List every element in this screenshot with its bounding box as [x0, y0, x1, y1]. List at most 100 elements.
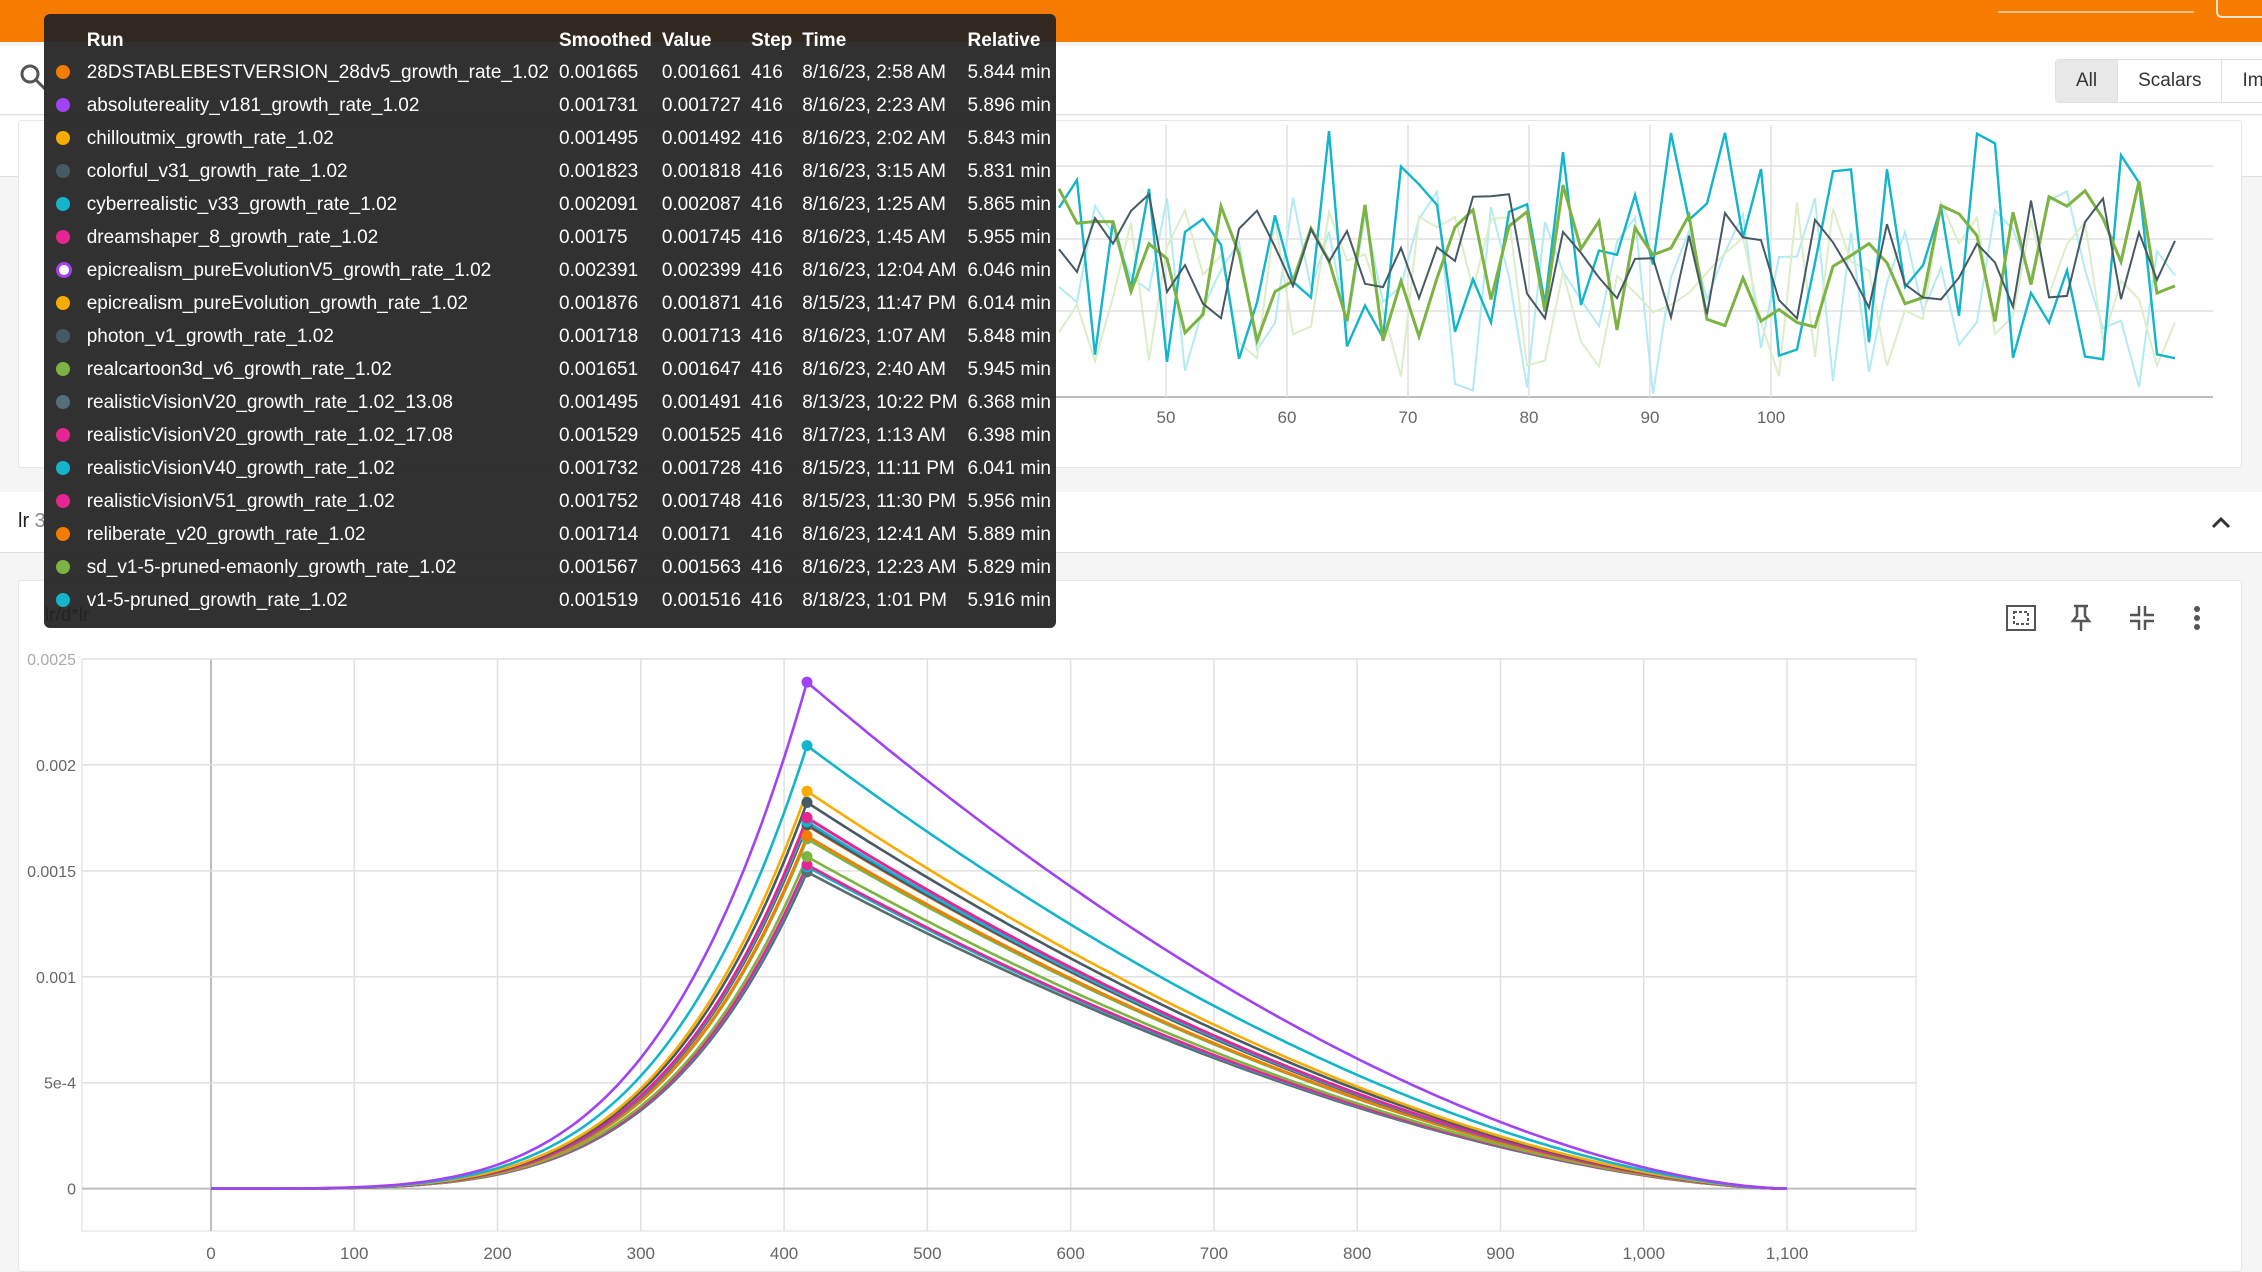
- tooltip-cell-time: 8/16/23, 1:07 AM: [802, 325, 946, 347]
- tooltip-cell-step: 416: [751, 259, 783, 281]
- run-color-swatch: [56, 197, 70, 212]
- tooltip-swatch-cell: [44, 122, 82, 155]
- x-tick-label: 1,100: [1766, 1244, 1809, 1263]
- series-point: [801, 676, 813, 688]
- x-tick-label: 700: [1200, 1244, 1228, 1263]
- tooltip-cell-value: 0.001818: [661, 160, 742, 182]
- tooltip-cell-smoothed: 0.001731: [558, 94, 639, 116]
- type-toggle-scalars[interactable]: Scalars: [2118, 60, 2223, 102]
- run-color-swatch: [56, 296, 70, 311]
- tooltip-swatch-cell: [44, 56, 82, 89]
- tooltip-row: realisticVisionV40_growth_rate_1.02 0.001…: [44, 452, 1056, 485]
- tooltip-cell-step: 416: [751, 358, 783, 380]
- group-title-lr: lr 3: [18, 510, 46, 532]
- type-toggle-images[interactable]: Imag: [2222, 60, 2262, 102]
- tooltip-cell-step: 416: [751, 226, 783, 248]
- tooltip-cell-step: 416: [751, 160, 783, 182]
- tooltip-cell-time: 8/16/23, 12:04 AM: [802, 259, 957, 281]
- more-vert-icon[interactable]: [2187, 603, 2207, 638]
- x-tick-label: 400: [770, 1244, 798, 1263]
- tooltip-row: cyberrealistic_v33_growth_rate_1.02 0.002…: [44, 188, 1056, 221]
- tooltip-cell-smoothed: 0.001495: [558, 391, 639, 413]
- run-color-swatch: [56, 131, 70, 146]
- tooltip-swatch-cell: [44, 386, 82, 419]
- tooltip-cell-value: 0.001713: [661, 325, 742, 347]
- tooltip-row: dreamshaper_8_growth_rate_1.02 0.00175 0.0…: [44, 221, 1056, 254]
- tooltip-cell-time: 8/15/23, 11:30 PM: [802, 490, 957, 512]
- tooltip-swatch-cell: [44, 287, 82, 320]
- tooltip-cell-value: 0.001525: [661, 424, 742, 446]
- tooltip-cell-run: chilloutmix_growth_rate_1.02: [86, 127, 334, 149]
- tooltip-row: realisticVisionV51_growth_rate_1.02 0.001…: [44, 485, 1056, 518]
- tooltip-cell-value: 0.001727: [661, 94, 742, 116]
- tooltip-cell-step: 416: [751, 490, 783, 512]
- tooltip-swatch-cell: [44, 518, 82, 551]
- tooltip-cell-relative: 5.843 min: [967, 127, 1051, 149]
- fit-domain-icon[interactable]: [2005, 603, 2037, 638]
- search-icon[interactable]: [18, 62, 48, 97]
- tooltip-swatch-cell: [44, 353, 82, 386]
- y-tick-label: 0: [67, 1182, 76, 1199]
- tooltip-cell-relative: 5.889 min: [967, 523, 1051, 545]
- tooltip-cell-smoothed: 0.001495: [558, 127, 639, 149]
- tooltip-cell-relative: 5.829 min: [967, 556, 1051, 578]
- tooltip-cell-smoothed: 0.002391: [558, 259, 639, 281]
- tooltip-header-row: Run Smoothed Value Step Time Relative: [44, 26, 1056, 56]
- tooltip-cell-value: 0.001745: [661, 226, 742, 248]
- tooltip-cell-time: 8/16/23, 2:58 AM: [802, 61, 946, 83]
- series-point: [801, 811, 813, 823]
- type-toggle-all[interactable]: All: [2056, 60, 2119, 102]
- pin-icon[interactable]: [2067, 603, 2095, 638]
- run-color-swatch: [56, 593, 70, 608]
- tooltip-cell-run: dreamshaper_8_growth_rate_1.02: [86, 226, 379, 248]
- run-color-swatch: [56, 494, 70, 509]
- tooltip-header-run: Run: [86, 30, 124, 51]
- tooltip-cell-value: 0.001871: [661, 292, 742, 314]
- tooltip-cell-value: 0.001516: [661, 589, 742, 611]
- tooltip-cell-smoothed: 0.001665: [558, 61, 639, 83]
- run-color-swatch: [56, 230, 70, 245]
- chevron-up-icon[interactable]: [2208, 510, 2234, 541]
- x-tick-label: 500: [913, 1244, 941, 1263]
- tooltip-swatch-cell: [44, 89, 82, 122]
- x-tick-label: 300: [627, 1244, 655, 1263]
- header-action-button[interactable]: [2216, 0, 2262, 18]
- loss-chart[interactable]: 50 60 70 80 90 100: [19, 121, 2241, 467]
- tooltip-swatch-cell: [44, 485, 82, 518]
- tooltip-cell-smoothed: 0.001651: [558, 358, 639, 380]
- tooltip-cell-relative: 6.368 min: [967, 391, 1051, 413]
- tooltip-cell-value: 0.001492: [661, 127, 742, 149]
- collapse-card-icon[interactable]: [2127, 603, 2157, 638]
- tooltip-row: v1-5-pruned_growth_rate_1.02 0.001519 0.00…: [44, 584, 1056, 617]
- tooltip-cell-time: 8/13/23, 10:22 PM: [802, 391, 958, 413]
- loss-x-tick-label: 80: [1520, 408, 1539, 427]
- tooltip-cell-run: realisticVisionV51_growth_rate_1.02: [86, 490, 395, 512]
- loss-x-tick-label: 90: [1641, 408, 1660, 427]
- tooltip-cell-step: 416: [751, 589, 783, 611]
- tooltip-cell-value: 0.00171: [661, 523, 731, 545]
- series-point: [801, 859, 813, 871]
- tooltip-cell-smoothed: 0.00175: [558, 226, 628, 248]
- tooltip-cell-time: 8/15/23, 11:47 PM: [802, 292, 957, 314]
- tooltip-cell-relative: 5.844 min: [967, 61, 1051, 83]
- tooltip-cell-value: 0.001748: [661, 490, 742, 512]
- tooltip-swatch-cell: [44, 452, 82, 485]
- y-tick-label: 0.0015: [27, 864, 76, 881]
- run-color-swatch: [56, 362, 70, 377]
- lr-chart[interactable]: 0 100 200 300 400 500 600 700 800 900 1,000 1,100 0 5…: [19, 581, 2241, 1271]
- loss-x-tick-label: 50: [1157, 408, 1176, 427]
- tooltip-swatch-cell: [44, 320, 82, 353]
- header-search-underline[interactable]: [1998, 11, 2194, 13]
- y-tick-label: 0.002: [36, 758, 76, 775]
- tooltip-row: reliberate_v20_growth_rate_1.02 0.001714 0…: [44, 518, 1056, 551]
- tooltip-cell-relative: 6.398 min: [967, 424, 1051, 446]
- tooltip-cell-run: v1-5-pruned_growth_rate_1.02: [86, 589, 348, 611]
- tooltip-cell-run: 28DSTABLEBESTVERSION_28dv5_growth_rate_1…: [86, 61, 549, 83]
- loss-x-tick-label: 100: [1757, 408, 1785, 427]
- tooltip-swatch-cell: [44, 188, 82, 221]
- tooltip-cell-value: 0.002399: [661, 259, 742, 281]
- tooltip-cell-run: realcartoon3d_v6_growth_rate_1.02: [86, 358, 392, 380]
- plugin-type-toggle: All Scalars Imag: [2055, 59, 2262, 103]
- tooltip-cell-time: 8/17/23, 1:13 AM: [802, 424, 946, 446]
- tooltip-cell-value: 0.001563: [661, 556, 742, 578]
